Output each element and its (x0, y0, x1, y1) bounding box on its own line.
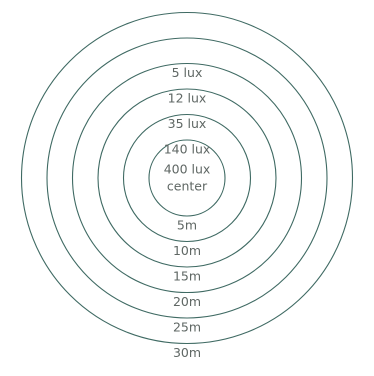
distance-label: 10m (173, 243, 201, 258)
ring-30m (20, 11, 354, 345)
center-lux-label: 400 lux (164, 162, 211, 177)
distance-label: 30m (173, 345, 201, 360)
ring-25m (46, 37, 328, 319)
distance-label: 5m (177, 218, 197, 233)
labels-layer: 400 lux center 5m 140 lux 10m 35 lux 15m 12 l… (164, 65, 211, 360)
lux-label: 35 lux (168, 116, 207, 131)
rings-layer (20, 11, 354, 345)
ring-15m (97, 88, 277, 268)
lux-label: 140 lux (164, 142, 211, 157)
center-caption-label: center (167, 179, 208, 194)
lux-label: 5 lux (172, 65, 203, 80)
distance-label: 15m (173, 269, 201, 284)
ring-20m (71, 62, 303, 294)
ring-5m (148, 139, 226, 217)
ring-10m (122, 113, 252, 243)
lux-label: 12 lux (168, 91, 207, 106)
distance-label: 25m (173, 320, 201, 335)
distance-label: 20m (173, 294, 201, 309)
